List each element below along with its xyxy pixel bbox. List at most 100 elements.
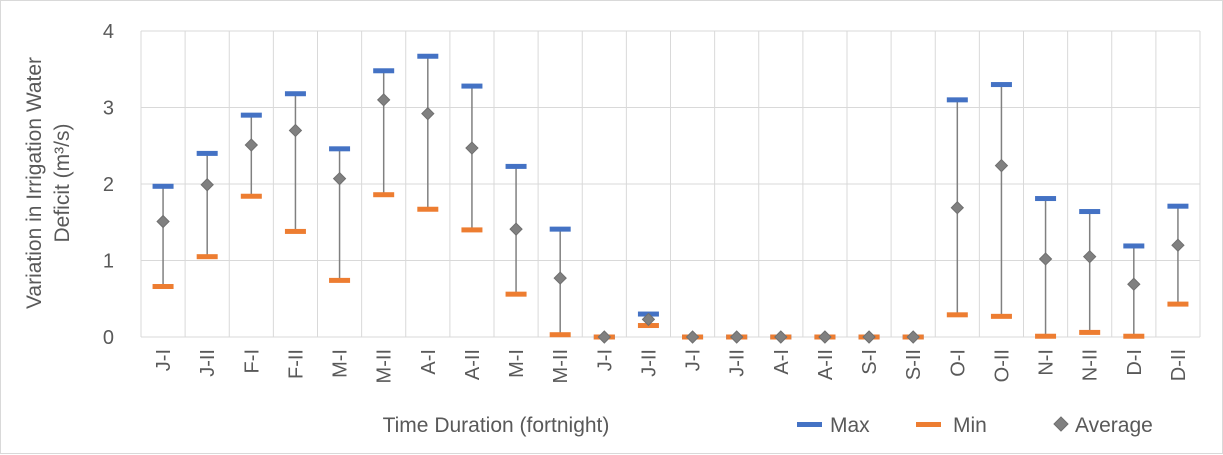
x-tick-label: J-I [153,349,175,371]
min-marker [417,206,439,212]
grid [140,30,1201,338]
legend-average-marker [1053,416,1069,432]
average-marker [774,330,788,344]
legend-min-label: Min [953,414,987,437]
max-marker [505,163,527,169]
y-tick-label: 2 [103,174,114,196]
legend-max-label: Max [830,414,870,437]
x-tick-label: A-I [771,349,793,375]
x-tick-label: J-I [594,349,616,371]
average-marker [818,330,832,344]
average-marker [553,271,567,285]
max-marker [1123,243,1145,249]
min-marker [505,291,527,297]
max-marker [990,82,1012,88]
legend-max-swatch [797,422,822,427]
y-tick-label: 3 [103,98,114,120]
min-marker [1123,333,1145,339]
average-marker [1127,277,1141,291]
data-marks [152,53,1189,344]
x-tick-label: J-II [727,349,749,377]
x-tick-label: J-II [638,349,660,377]
x-tick-label: A-II [815,349,837,380]
max-marker [284,91,306,97]
max-marker [946,97,968,103]
average-marker [465,141,479,155]
average-marker [597,330,612,344]
min-marker [1079,329,1101,335]
x-tick-label: J-I [683,349,705,371]
y-tick-label: 0 [103,327,114,349]
y-tick-label: 1 [103,251,114,273]
max-marker [240,112,262,118]
x-tick-label: D-I [1124,349,1146,376]
min-marker [284,228,306,234]
max-marker [196,150,218,156]
max-marker [152,183,174,189]
x-tick-label: F-I [241,349,263,373]
x-tick-label: A-I [418,349,440,375]
average-marker [1082,249,1097,264]
min-marker [152,284,174,290]
min-marker [240,193,262,199]
average-marker [729,330,744,344]
x-tick-label: M-I [330,349,352,378]
x-axis-title: Time Duration (fortnight) [383,414,610,437]
max-marker [1079,209,1101,215]
legend: Max Min Average [797,414,1153,437]
average-marker [1038,252,1053,266]
average-marker [641,312,656,327]
average-marker [1171,238,1185,252]
x-tick-label: S-I [859,349,881,375]
x-tick-label: M-II [550,349,572,383]
x-axis-ticks: J-I J-II F-I F-II M-I M-II A-I A-II M-I M-II J-I J-… [153,349,1190,383]
x-tick-label: J-II [197,349,219,377]
legend-average-label: Average [1075,414,1153,437]
max-marker [373,68,395,74]
average-marker [421,106,435,121]
average-marker [200,178,214,192]
min-marker [1035,333,1057,339]
min-marker [461,227,483,233]
max-marker [461,83,483,89]
average-marker [950,201,965,215]
x-tick-label: D-II [1168,349,1190,381]
y-axis-ticks: 0 1 2 3 4 [103,21,114,349]
max-marker [549,226,571,232]
min-marker [549,332,571,338]
average-marker [906,330,920,344]
min-marker [329,277,351,283]
y-axis-title-line1: Variation in Irrigation Water [23,57,46,309]
x-tick-label: F-II [285,349,307,379]
average-marker [288,123,303,138]
x-tick-label: A-II [462,349,484,380]
average-marker [994,158,1009,173]
average-marker [376,93,391,107]
max-marker [329,146,351,152]
y-axis-title-line2: Deficit (m³/s) [51,124,74,243]
max-marker [1035,196,1057,202]
legend-min-swatch [916,422,941,427]
min-marker [990,313,1012,319]
min-marker [373,192,395,198]
average-marker [156,214,170,229]
x-tick-label: M-I [506,349,528,378]
average-marker [685,330,700,344]
average-marker [244,138,259,152]
x-tick-label: O-II [991,349,1013,382]
x-tick-label: S-II [903,349,925,380]
x-tick-label: O-I [947,349,969,377]
min-marker [946,312,968,318]
x-tick-label: N-I [1036,349,1058,376]
y-tick-label: 4 [103,21,114,43]
x-tick-label: N-II [1080,349,1102,381]
average-marker [509,222,523,236]
min-marker [1167,301,1189,307]
min-marker [196,254,218,260]
x-tick-label: M-II [374,349,396,383]
max-marker [417,53,439,59]
average-marker [332,171,347,186]
average-marker [862,330,876,344]
